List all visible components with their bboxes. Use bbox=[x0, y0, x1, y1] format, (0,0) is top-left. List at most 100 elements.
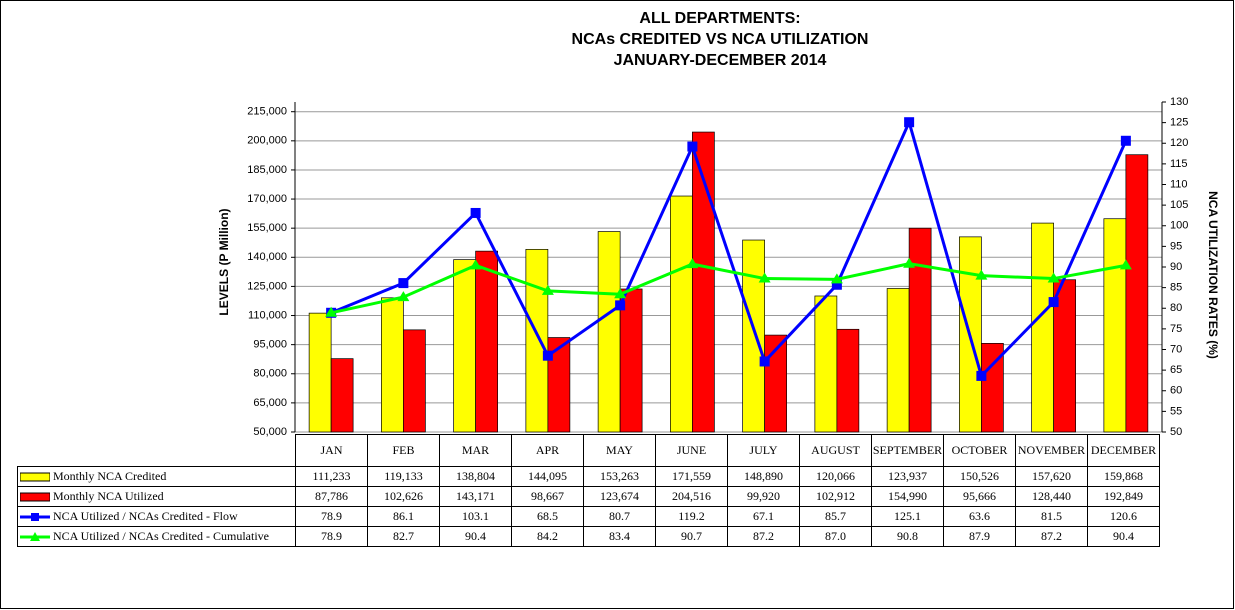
value-label: 87,786 bbox=[295, 486, 368, 507]
bar bbox=[1125, 154, 1149, 433]
series-row: Monthly NCA Credited 111,233 119,133 138,80… bbox=[17, 466, 1160, 487]
legend-swatch bbox=[20, 492, 50, 502]
marker bbox=[830, 273, 843, 284]
value-label: 128,440 bbox=[1015, 486, 1088, 507]
value-label: 125.1 bbox=[871, 506, 944, 527]
value-label: 95,666 bbox=[943, 486, 1016, 507]
bar bbox=[597, 231, 621, 433]
y2-tick-label: 75 bbox=[1170, 323, 1182, 335]
x-tick-label: MAY bbox=[583, 434, 656, 467]
y-tick-label: 65,000 bbox=[253, 397, 287, 409]
marker bbox=[759, 356, 770, 367]
x-tick-label: AUGUST bbox=[799, 434, 872, 467]
y2-tick-label: 130 bbox=[1170, 96, 1188, 108]
value-label: 90.4 bbox=[439, 526, 512, 547]
x-tick-label: DECEMBER bbox=[1087, 434, 1160, 467]
value-label: 120.6 bbox=[1087, 506, 1160, 527]
y2-tick-label: 115 bbox=[1170, 158, 1188, 170]
bar bbox=[453, 259, 476, 433]
y2-tick-label: 70 bbox=[1170, 343, 1182, 355]
series-row: NCA Utilized / NCAs Credited - Flow 78.9 8… bbox=[17, 506, 1160, 527]
legend-swatch-marker bbox=[30, 532, 40, 542]
marker bbox=[1119, 259, 1132, 270]
value-label: 81.5 bbox=[1015, 506, 1088, 527]
value-label: 87.2 bbox=[727, 526, 800, 547]
line bbox=[330, 262, 1127, 315]
value-label: 83.4 bbox=[583, 526, 656, 547]
y-tick-label: 140,000 bbox=[247, 251, 287, 263]
value-label: 78.9 bbox=[295, 506, 368, 527]
x-tick-label: JUNE bbox=[655, 434, 728, 467]
legend-swatch-box bbox=[20, 472, 50, 482]
y2-axis-title: NCA UTILIZATION RATES (%) bbox=[1206, 191, 1220, 359]
value-label: 67.1 bbox=[727, 506, 800, 527]
bar bbox=[330, 358, 354, 433]
value-label: 148,890 bbox=[727, 466, 800, 487]
bar bbox=[764, 334, 787, 433]
x-tick-label: APR bbox=[511, 434, 584, 467]
line bbox=[330, 117, 1128, 379]
y2-tick-label: 90 bbox=[1170, 261, 1182, 273]
x-tick-label: MAR bbox=[439, 434, 512, 467]
value-label: 78.9 bbox=[295, 526, 368, 547]
legend-label: Monthly NCA Credited bbox=[53, 468, 167, 483]
x-tick-label: OCTOBER bbox=[943, 434, 1016, 467]
series-row: NCA Utilized / NCAs Credited - Cumulativ… bbox=[17, 526, 1160, 547]
bar bbox=[742, 239, 765, 433]
bar bbox=[525, 248, 549, 433]
marker bbox=[542, 350, 553, 361]
bar bbox=[547, 337, 571, 433]
value-label: 90.7 bbox=[655, 526, 728, 547]
y-tick-label: 80,000 bbox=[253, 368, 287, 380]
legend-entry: Monthly NCA Utilized bbox=[17, 486, 296, 507]
legend-entry: NCA Utilized / NCAs Credited - Flow bbox=[17, 506, 296, 527]
value-label: 120,066 bbox=[799, 466, 872, 487]
value-label: 102,626 bbox=[367, 486, 440, 507]
y2-tick-label: 105 bbox=[1170, 199, 1188, 211]
legend-label: NCA Utilized / NCAs Credited - Flow bbox=[53, 508, 238, 523]
y-tick-label: 200,000 bbox=[247, 135, 287, 147]
legend-entry: Monthly NCA Credited bbox=[17, 466, 296, 487]
marker bbox=[615, 300, 626, 311]
marker bbox=[397, 291, 410, 302]
y-axis-title: LEVELS (P Million) bbox=[217, 208, 231, 315]
marker bbox=[903, 257, 916, 268]
legend-entry: NCA Utilized / NCAs Credited - Cumulativ… bbox=[17, 526, 296, 547]
marker bbox=[541, 284, 554, 295]
legend-label: NCA Utilized / NCAs Credited - Cumulativ… bbox=[53, 528, 269, 543]
value-label: 204,516 bbox=[655, 486, 728, 507]
marker bbox=[904, 117, 915, 128]
y2-tick-label: 55 bbox=[1170, 405, 1182, 417]
legend-swatch-marker bbox=[31, 513, 39, 522]
bar bbox=[814, 295, 838, 433]
legend-label: Monthly NCA Utilized bbox=[53, 488, 164, 503]
value-label: 123,674 bbox=[583, 486, 656, 507]
marker bbox=[470, 207, 481, 218]
value-label: 138,804 bbox=[439, 466, 512, 487]
y2-tick-label: 95 bbox=[1170, 240, 1182, 252]
value-label: 159,868 bbox=[1087, 466, 1160, 487]
value-label: 87.9 bbox=[943, 526, 1016, 547]
marker bbox=[614, 288, 627, 299]
chart-title: ALL DEPARTMENTS: bbox=[639, 10, 800, 27]
value-label: 84.2 bbox=[511, 526, 584, 547]
bar bbox=[836, 328, 860, 433]
bar bbox=[403, 329, 426, 433]
x-tick-label: SEPTEMBER bbox=[871, 434, 944, 467]
bar bbox=[381, 297, 404, 433]
value-label: 192,849 bbox=[1087, 486, 1160, 507]
x-tick-label: JAN bbox=[295, 434, 368, 467]
y-tick-label: 125,000 bbox=[247, 280, 287, 292]
marker bbox=[1120, 135, 1131, 146]
bar bbox=[908, 227, 932, 433]
value-label: 103.1 bbox=[439, 506, 512, 527]
y-tick-label: 215,000 bbox=[247, 106, 287, 118]
data-table: JAN FEB MAR APR MAY JUNE JULY AUGUST SEPTEMBER OC… bbox=[17, 434, 1160, 547]
value-label: 85.7 bbox=[799, 506, 872, 527]
marker bbox=[686, 258, 699, 269]
value-label: 102,912 bbox=[799, 486, 872, 507]
value-label: 111,233 bbox=[295, 466, 368, 487]
value-label: 143,171 bbox=[439, 486, 512, 507]
